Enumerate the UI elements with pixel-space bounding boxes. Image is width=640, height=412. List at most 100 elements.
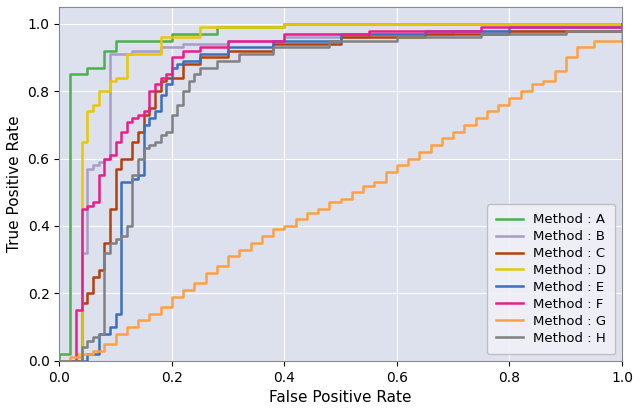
- Method : G: (0.28, 0.28): G: (0.28, 0.28): [213, 264, 221, 269]
- Method : E: (0.07, 0.08): E: (0.07, 0.08): [95, 331, 102, 336]
- Method : E: (0.65, 0.98): E: (0.65, 0.98): [421, 28, 429, 33]
- Method : C: (0.3, 0.92): C: (0.3, 0.92): [224, 48, 232, 53]
- Method : H: (0.12, 0.4): H: (0.12, 0.4): [123, 224, 131, 229]
- Method : E: (0.05, 0.02): E: (0.05, 0.02): [84, 351, 92, 356]
- Method : A: (0, 0): A: (0, 0): [56, 358, 63, 363]
- Method : F: (0.2, 0.9): F: (0.2, 0.9): [168, 55, 175, 60]
- Method : H: (0.06, 0.07): H: (0.06, 0.07): [89, 335, 97, 339]
- Method : C: (0.18, 0.83): C: (0.18, 0.83): [157, 79, 164, 84]
- Method : F: (0.05, 0.46): F: (0.05, 0.46): [84, 203, 92, 208]
- Method : E: (1, 1): E: (1, 1): [618, 21, 626, 26]
- Method : G: (0.76, 0.74): G: (0.76, 0.74): [483, 109, 491, 114]
- Method : H: (0.32, 0.91): H: (0.32, 0.91): [236, 52, 243, 56]
- Method : G: (0.14, 0.12): G: (0.14, 0.12): [134, 318, 142, 323]
- Line: Method : H: Method : H: [60, 24, 622, 361]
- Line: Method : E: Method : E: [60, 24, 622, 361]
- Method : G: (0.18, 0.16): G: (0.18, 0.16): [157, 304, 164, 309]
- Method : G: (0.5, 0.48): G: (0.5, 0.48): [337, 197, 344, 201]
- Method : G: (0.9, 0.9): G: (0.9, 0.9): [562, 55, 570, 60]
- Method : B: (0.4, 0.96): B: (0.4, 0.96): [280, 35, 288, 40]
- Method : G: (0.36, 0.37): G: (0.36, 0.37): [258, 234, 266, 239]
- Method : G: (0.72, 0.7): G: (0.72, 0.7): [461, 122, 468, 127]
- Line: Method : G: Method : G: [60, 34, 622, 361]
- Method : C: (0.11, 0.6): C: (0.11, 0.6): [117, 156, 125, 161]
- Method : G: (0.06, 0.03): G: (0.06, 0.03): [89, 348, 97, 353]
- Method : A: (1, 1): A: (1, 1): [618, 21, 626, 26]
- Method : F: (0.06, 0.47): F: (0.06, 0.47): [89, 200, 97, 205]
- Method : E: (0.21, 0.88): E: (0.21, 0.88): [173, 62, 181, 67]
- Method : G: (0.48, 0.47): G: (0.48, 0.47): [326, 200, 333, 205]
- Method : C: (0.5, 0.96): C: (0.5, 0.96): [337, 35, 344, 40]
- Method : F: (0.03, 0.15): F: (0.03, 0.15): [72, 308, 80, 313]
- Method : F: (0.08, 0.6): F: (0.08, 0.6): [100, 156, 108, 161]
- Method : B: (0.06, 0.58): B: (0.06, 0.58): [89, 163, 97, 168]
- Method : F: (0.25, 0.93): F: (0.25, 0.93): [196, 45, 204, 50]
- Method : H: (0.2, 0.73): H: (0.2, 0.73): [168, 112, 175, 117]
- Method : B: (0.55, 0.97): B: (0.55, 0.97): [365, 31, 372, 36]
- Method : C: (0.2, 0.84): C: (0.2, 0.84): [168, 75, 175, 80]
- Method : C: (0.06, 0.25): C: (0.06, 0.25): [89, 274, 97, 279]
- Method : G: (0.44, 0.44): G: (0.44, 0.44): [303, 210, 310, 215]
- Method : F: (0.14, 0.73): F: (0.14, 0.73): [134, 112, 142, 117]
- Method : G: (0.26, 0.26): G: (0.26, 0.26): [202, 271, 209, 276]
- Method : D: (0.18, 0.96): D: (0.18, 0.96): [157, 35, 164, 40]
- Method : G: (0.92, 0.93): G: (0.92, 0.93): [573, 45, 581, 50]
- Method : F: (0.12, 0.71): F: (0.12, 0.71): [123, 119, 131, 124]
- Method : B: (0.7, 0.98): B: (0.7, 0.98): [449, 28, 457, 33]
- Method : F: (0.18, 0.84): F: (0.18, 0.84): [157, 75, 164, 80]
- Method : C: (0.05, 0.2): C: (0.05, 0.2): [84, 291, 92, 296]
- Method : G: (0.2, 0.19): G: (0.2, 0.19): [168, 294, 175, 299]
- Method : D: (0.03, 0.02): D: (0.03, 0.02): [72, 351, 80, 356]
- Method : G: (0.95, 0.95): G: (0.95, 0.95): [590, 38, 598, 43]
- Line: Method : D: Method : D: [60, 24, 622, 361]
- Method : E: (0.19, 0.82): E: (0.19, 0.82): [163, 82, 170, 87]
- Method : B: (0.09, 0.91): B: (0.09, 0.91): [106, 52, 114, 56]
- Method : H: (0.1, 0.36): H: (0.1, 0.36): [111, 237, 119, 242]
- Method : G: (0.78, 0.76): G: (0.78, 0.76): [494, 102, 502, 107]
- Method : A: (0, 0.02): A: (0, 0.02): [56, 351, 63, 356]
- Method : A: (0.08, 0.92): A: (0.08, 0.92): [100, 48, 108, 53]
- Method : H: (0.48, 0.95): H: (0.48, 0.95): [326, 38, 333, 43]
- Method : D: (0.05, 0.74): D: (0.05, 0.74): [84, 109, 92, 114]
- Method : A: (0.02, 0.85): A: (0.02, 0.85): [67, 72, 74, 77]
- Method : F: (0.13, 0.72): F: (0.13, 0.72): [129, 116, 136, 121]
- Method : H: (0.75, 0.97): H: (0.75, 0.97): [477, 31, 485, 36]
- Method : D: (0.06, 0.76): D: (0.06, 0.76): [89, 102, 97, 107]
- Method : H: (0, 0): H: (0, 0): [56, 358, 63, 363]
- Method : G: (0.46, 0.45): G: (0.46, 0.45): [314, 207, 322, 212]
- Method : E: (0.18, 0.79): E: (0.18, 0.79): [157, 92, 164, 97]
- Method : H: (0.11, 0.37): H: (0.11, 0.37): [117, 234, 125, 239]
- Method : G: (0.24, 0.23): G: (0.24, 0.23): [191, 281, 198, 286]
- Method : B: (0.13, 0.92): B: (0.13, 0.92): [129, 48, 136, 53]
- Method : E: (0.25, 0.91): E: (0.25, 0.91): [196, 52, 204, 56]
- Method : H: (0.21, 0.76): H: (0.21, 0.76): [173, 102, 181, 107]
- Method : B: (0.05, 0.57): B: (0.05, 0.57): [84, 166, 92, 171]
- Method : H: (0.6, 0.96): H: (0.6, 0.96): [393, 35, 401, 40]
- Method : C: (1, 1): C: (1, 1): [618, 21, 626, 26]
- Method : H: (0.24, 0.85): H: (0.24, 0.85): [191, 72, 198, 77]
- Method : C: (0.14, 0.68): C: (0.14, 0.68): [134, 129, 142, 134]
- Method : H: (0.04, 0.04): H: (0.04, 0.04): [78, 345, 86, 350]
- Method : H: (0.28, 0.89): H: (0.28, 0.89): [213, 59, 221, 63]
- Method : F: (0.16, 0.8): F: (0.16, 0.8): [145, 89, 153, 94]
- Method : D: (0.07, 0.8): D: (0.07, 0.8): [95, 89, 102, 94]
- Method : G: (0.84, 0.82): G: (0.84, 0.82): [528, 82, 536, 87]
- Method : H: (0.19, 0.68): H: (0.19, 0.68): [163, 129, 170, 134]
- Method : C: (0.08, 0.35): C: (0.08, 0.35): [100, 240, 108, 245]
- Method : C: (0.19, 0.84): C: (0.19, 0.84): [163, 75, 170, 80]
- Method : F: (0.75, 0.99): F: (0.75, 0.99): [477, 25, 485, 30]
- Method : G: (0.22, 0.21): G: (0.22, 0.21): [179, 288, 187, 293]
- Method : C: (0.38, 0.94): C: (0.38, 0.94): [269, 42, 277, 47]
- Method : A: (0.13, 0.95): A: (0.13, 0.95): [129, 38, 136, 43]
- Method : A: (0.4, 1): A: (0.4, 1): [280, 21, 288, 26]
- Method : H: (0.17, 0.65): H: (0.17, 0.65): [151, 139, 159, 144]
- Method : G: (0.1, 0.08): G: (0.1, 0.08): [111, 331, 119, 336]
- Method : A: (0.05, 0.87): A: (0.05, 0.87): [84, 65, 92, 70]
- Method : E: (0.8, 0.99): E: (0.8, 0.99): [506, 25, 513, 30]
- Method : E: (0.1, 0.14): E: (0.1, 0.14): [111, 311, 119, 316]
- Method : G: (0.64, 0.62): G: (0.64, 0.62): [415, 150, 423, 154]
- Method : E: (0.13, 0.54): E: (0.13, 0.54): [129, 176, 136, 181]
- Method : E: (0.09, 0.1): E: (0.09, 0.1): [106, 325, 114, 330]
- Method : D: (0.4, 1): D: (0.4, 1): [280, 21, 288, 26]
- Method : G: (0.68, 0.66): G: (0.68, 0.66): [438, 136, 446, 141]
